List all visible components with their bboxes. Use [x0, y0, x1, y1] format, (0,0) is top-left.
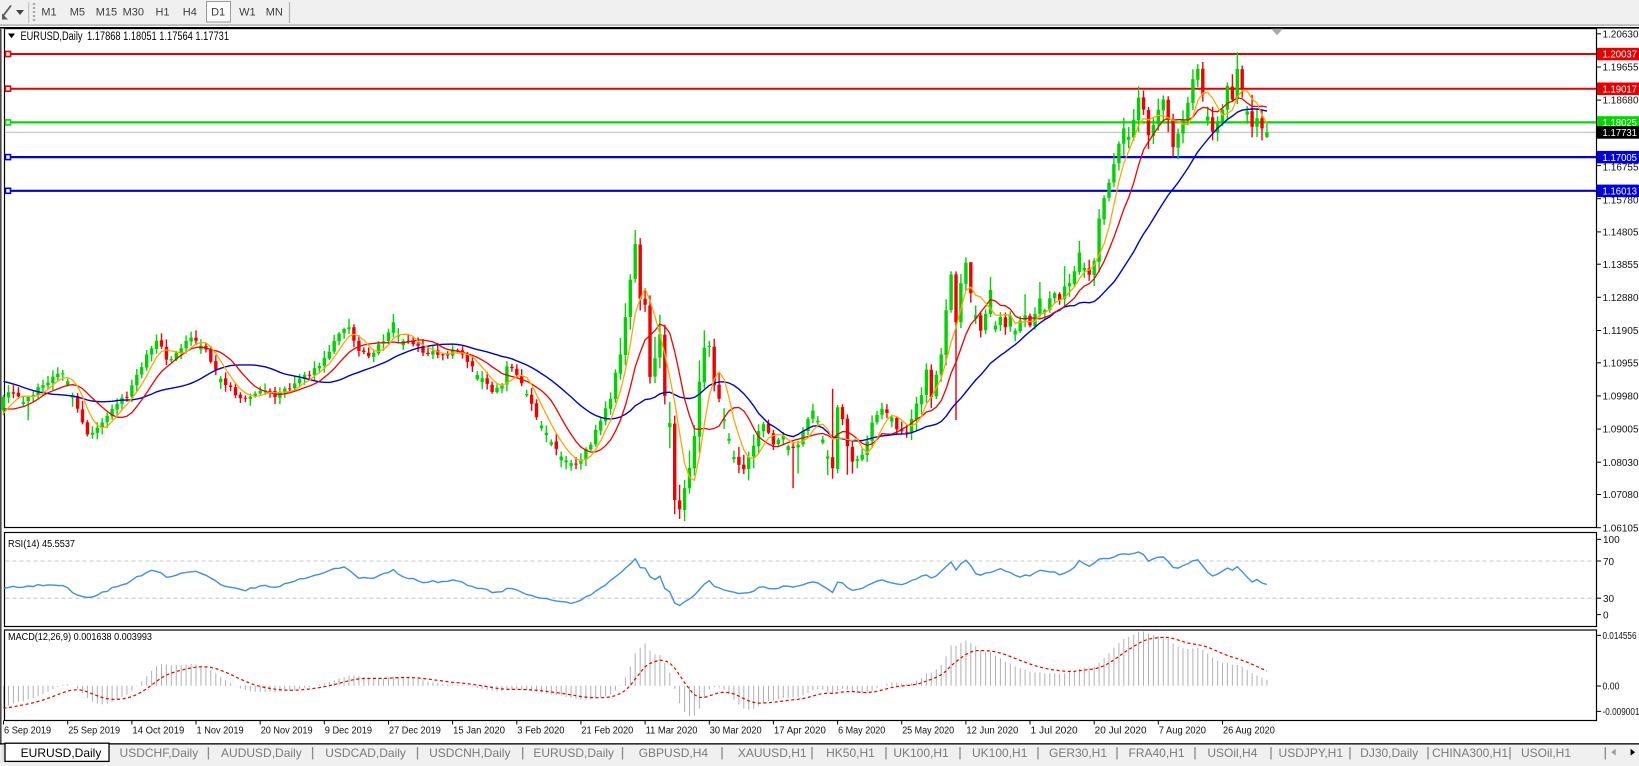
svg-text:1.17731: 1.17731: [1603, 128, 1638, 139]
svg-text:1.18025: 1.18025: [1603, 118, 1638, 129]
svg-text:100: 100: [1603, 535, 1620, 546]
svg-text:1.09980: 1.09980: [1603, 392, 1639, 403]
svg-text:1.12880: 1.12880: [1603, 293, 1639, 304]
svg-text:1.20630: 1.20630: [1603, 29, 1639, 40]
svg-text:1.19017: 1.19017: [1603, 84, 1638, 95]
svg-text:CHINA300,H1: CHINA300,H1: [1432, 746, 1508, 760]
svg-text:USDCAD,Daily: USDCAD,Daily: [325, 746, 406, 760]
svg-text:1.06105: 1.06105: [1603, 523, 1639, 534]
svg-text:M30: M30: [123, 7, 144, 19]
svg-text:M1: M1: [41, 7, 56, 19]
svg-text:1.17868 1.18051 1.17564 1.1773: 1.17868 1.18051 1.17564 1.17731: [87, 31, 229, 43]
svg-text:15 Jan 2020: 15 Jan 2020: [453, 726, 505, 737]
svg-text:MACD(12,26,9) 0.001638 0.00399: MACD(12,26,9) 0.001638 0.003993: [8, 632, 152, 643]
svg-text:EURUSD,Daily: EURUSD,Daily: [533, 746, 614, 760]
svg-text:1.13855: 1.13855: [1603, 260, 1639, 271]
svg-text:26 Aug 2020: 26 Aug 2020: [1223, 726, 1275, 737]
svg-text:M15: M15: [96, 7, 117, 19]
svg-text:1.14805: 1.14805: [1603, 228, 1639, 239]
svg-text:MN: MN: [266, 7, 283, 19]
svg-text:21 Feb 2020: 21 Feb 2020: [581, 726, 633, 737]
svg-text:DJ30,Daily: DJ30,Daily: [1360, 746, 1418, 760]
svg-text:UK100,H1: UK100,H1: [972, 746, 1028, 760]
svg-text:0: 0: [1603, 610, 1609, 621]
svg-text:1.09005: 1.09005: [1603, 425, 1639, 436]
svg-text:6 Sep 2019: 6 Sep 2019: [4, 726, 52, 737]
svg-text:AUDUSD,Daily: AUDUSD,Daily: [221, 746, 302, 760]
svg-text:27 Dec 2019: 27 Dec 2019: [389, 726, 441, 737]
svg-text:1.10955: 1.10955: [1603, 358, 1639, 369]
svg-text:1.15780: 1.15780: [1603, 196, 1639, 207]
svg-text:1.16013: 1.16013: [1603, 187, 1638, 198]
svg-text:EURUSD,Daily: EURUSD,Daily: [21, 31, 83, 43]
svg-text:GER30,H1: GER30,H1: [1049, 746, 1107, 760]
svg-text:0.014556: 0.014556: [1603, 631, 1637, 642]
svg-text:7 Aug 2020: 7 Aug 2020: [1159, 726, 1207, 737]
svg-text:USOil,H1: USOil,H1: [1521, 746, 1571, 760]
svg-text:1.07080: 1.07080: [1603, 490, 1639, 501]
svg-text:HK50,H1: HK50,H1: [826, 746, 875, 760]
svg-text:GBPUSD,H4: GBPUSD,H4: [639, 746, 709, 760]
svg-text:1 Jul 2020: 1 Jul 2020: [1031, 726, 1079, 737]
svg-text:20 Nov 2019: 20 Nov 2019: [261, 726, 313, 737]
svg-text:XAUUSD,H1: XAUUSD,H1: [738, 746, 807, 760]
svg-text:70: 70: [1603, 557, 1615, 568]
svg-text:M5: M5: [70, 7, 85, 19]
svg-text:25 May 2020: 25 May 2020: [902, 726, 954, 737]
svg-text:0.00: 0.00: [1603, 682, 1620, 693]
svg-text:14 Oct 2019: 14 Oct 2019: [132, 726, 184, 737]
svg-text:-0.009001: -0.009001: [1603, 707, 1639, 718]
svg-text:1.18680: 1.18680: [1603, 96, 1639, 107]
svg-text:1.20037: 1.20037: [1603, 50, 1638, 61]
svg-text:30 Mar 2020: 30 Mar 2020: [710, 726, 762, 737]
svg-text:17 Apr 2020: 17 Apr 2020: [774, 726, 826, 737]
svg-text:20 Jul 2020: 20 Jul 2020: [1095, 726, 1147, 737]
svg-text:W1: W1: [239, 7, 256, 19]
svg-text:1.08030: 1.08030: [1603, 458, 1639, 469]
svg-text:H4: H4: [183, 7, 197, 19]
svg-text:D1: D1: [211, 7, 225, 19]
svg-text:25 Sep 2019: 25 Sep 2019: [68, 726, 120, 737]
svg-text:9 Dec 2019: 9 Dec 2019: [325, 726, 373, 737]
svg-text:1 Nov 2019: 1 Nov 2019: [197, 726, 245, 737]
svg-text:1.16755: 1.16755: [1603, 163, 1639, 174]
svg-text:30: 30: [1603, 594, 1615, 605]
svg-text:6 May 2020: 6 May 2020: [838, 726, 886, 737]
svg-text:EURUSD,Daily: EURUSD,Daily: [21, 746, 102, 760]
svg-text:USOil,H4: USOil,H4: [1207, 746, 1257, 760]
svg-text:USDCHF,Daily: USDCHF,Daily: [120, 746, 199, 760]
svg-text:UK100,H1: UK100,H1: [893, 746, 949, 760]
svg-text:12 Jun 2020: 12 Jun 2020: [966, 726, 1018, 737]
svg-text:H1: H1: [155, 7, 169, 19]
svg-text:USDJPY,H1: USDJPY,H1: [1279, 746, 1344, 760]
svg-text:FRA40,H1: FRA40,H1: [1128, 746, 1184, 760]
svg-text:1.19655: 1.19655: [1603, 63, 1639, 74]
svg-text:RSI(14) 45.5537: RSI(14) 45.5537: [8, 539, 75, 550]
svg-text:1.11905: 1.11905: [1603, 326, 1639, 337]
svg-text:USDCNH,Daily: USDCNH,Daily: [429, 746, 510, 760]
svg-text:3 Feb 2020: 3 Feb 2020: [517, 726, 565, 737]
svg-text:1.17005: 1.17005: [1603, 153, 1638, 164]
svg-text:11 Mar 2020: 11 Mar 2020: [646, 726, 698, 737]
